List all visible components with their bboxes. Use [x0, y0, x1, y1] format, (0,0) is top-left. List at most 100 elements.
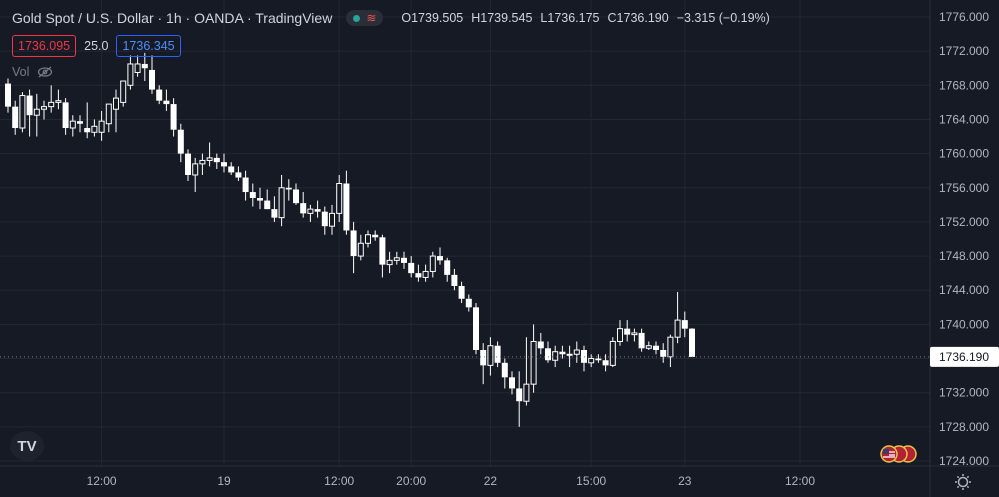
settings-gear-icon[interactable]	[955, 474, 971, 490]
candle-body-up	[55, 100, 62, 103]
symbol-title[interactable]: Gold Spot / U.S. Dollar · 1h · OANDA · T…	[12, 10, 333, 26]
candle-body-down	[501, 362, 508, 378]
candle-body-up	[33, 108, 40, 116]
candle-body-down	[681, 320, 688, 329]
candle-body-up	[127, 63, 134, 86]
candle-body-down	[12, 106, 19, 128]
market-open-dot-icon	[353, 14, 361, 22]
candle-body-up	[98, 120, 105, 133]
candle	[602, 354, 609, 372]
candle	[84, 102, 91, 139]
candle-body-down	[401, 257, 407, 263]
time-tick-label: 12:00	[324, 474, 354, 488]
candle-body-down	[537, 341, 544, 349]
candle-body-down	[458, 285, 465, 299]
tradingview-logo-icon[interactable]: TV	[10, 431, 44, 461]
candle	[545, 341, 551, 363]
market-status-pill[interactable]: ≋	[346, 10, 384, 26]
eye-hidden-icon[interactable]	[37, 66, 53, 78]
candle-body-down	[141, 63, 148, 69]
candle-body-down	[516, 388, 523, 402]
candle	[69, 115, 76, 137]
candle-body-up	[329, 212, 335, 227]
candle	[638, 328, 645, 352]
time-tick-label: 19	[217, 474, 231, 488]
candle	[185, 149, 191, 181]
candle-body-up	[573, 349, 580, 355]
candle	[91, 119, 98, 137]
spread-value: 25.0	[84, 39, 109, 53]
time-axis[interactable]: 12:00 19 12:00 20:00 22 15:00 23 12:00	[87, 474, 816, 488]
candle-body-up	[336, 183, 343, 214]
candle	[552, 345, 559, 368]
candle	[12, 100, 19, 135]
candle	[336, 174, 343, 222]
candle-body-up	[307, 208, 314, 214]
candle	[213, 153, 220, 169]
candle-body-up	[645, 345, 652, 349]
price-tick-label: 1748.000	[939, 249, 989, 263]
price-tick-label: 1752.000	[939, 215, 989, 229]
candle-body-down	[509, 377, 515, 389]
candle-body-down	[149, 69, 155, 90]
candle-body-down	[177, 129, 184, 154]
candle	[33, 93, 40, 137]
candle-body-down	[465, 298, 472, 308]
candle	[98, 110, 105, 141]
candle-body-down	[163, 100, 170, 105]
price-axis[interactable]: 1776.000 1772.000 1768.000 1764.000 1760.000…	[939, 10, 989, 468]
economic-events-flags-icon[interactable]	[878, 444, 922, 464]
candle	[156, 85, 163, 105]
candle-body-up	[674, 319, 681, 338]
candle	[487, 337, 494, 376]
candle	[293, 183, 299, 205]
candle	[120, 80, 127, 107]
candle	[537, 332, 544, 355]
candle	[314, 200, 321, 218]
candle-body-down	[437, 256, 443, 261]
last-price-label: 1736.190	[930, 346, 999, 367]
candle	[48, 85, 55, 113]
candle-body-up	[386, 259, 393, 266]
volume-legend[interactable]: Vol	[12, 65, 53, 79]
ohlc-values: O1739.505 H1739.545 L1736.175 C1736.190 …	[401, 11, 769, 25]
candle-body-down	[221, 162, 227, 167]
candle	[134, 55, 141, 77]
candle	[235, 166, 242, 181]
candle	[422, 264, 429, 282]
candle	[653, 341, 659, 355]
candle-body-down	[285, 187, 292, 190]
candle	[624, 320, 631, 342]
candle	[530, 324, 537, 393]
candle	[566, 345, 573, 368]
symbol-legend[interactable]: Gold Spot / U.S. Dollar · 1h · OANDA · T…	[12, 9, 770, 27]
ohlc-high: H1739.545	[471, 11, 533, 25]
candle	[595, 354, 602, 363]
buy-price-button[interactable]: 1736.345	[116, 35, 181, 57]
candle	[429, 251, 436, 278]
candle-body-up	[393, 257, 400, 261]
candle-body-down	[408, 262, 415, 274]
candle-body-up	[357, 242, 364, 257]
candle	[573, 341, 580, 363]
candle-body-up	[365, 234, 371, 244]
candle-body-up	[134, 63, 141, 74]
candle	[257, 187, 263, 210]
candle-body-down	[638, 332, 645, 349]
candle	[163, 89, 170, 111]
price-tick-label: 1768.000	[939, 78, 989, 92]
sell-price-button[interactable]: 1736.095	[12, 35, 77, 57]
candle	[444, 257, 451, 282]
candle	[386, 251, 393, 274]
candle	[149, 55, 155, 94]
candle-body-down	[451, 274, 458, 286]
candle-body-down	[5, 83, 11, 107]
candle	[415, 264, 422, 282]
candle	[264, 189, 271, 210]
candle-body-up	[631, 332, 638, 336]
candle-body-up	[552, 351, 559, 361]
candle-body-up	[91, 125, 98, 133]
candle-body-down	[444, 260, 451, 275]
price-tick-label: 1740.000	[939, 317, 989, 331]
